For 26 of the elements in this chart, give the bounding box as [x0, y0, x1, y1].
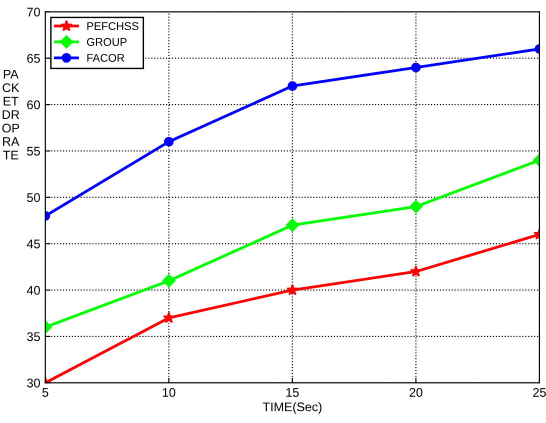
y-tick-label: 60 — [27, 100, 40, 110]
point — [286, 284, 298, 296]
y-tick-label: 30 — [27, 378, 40, 388]
y-axis-title: PA CK ET DR OP RA TE — [2, 70, 20, 160]
x-tick-label: 5 — [42, 388, 48, 397]
point — [164, 136, 174, 147]
legend-label: GROUP — [86, 38, 127, 46]
legend-label: PEFCHSS — [87, 22, 138, 30]
y-tick-label: 55 — [27, 146, 40, 156]
x-tick-label: 15 — [286, 388, 299, 397]
y-tick-label: 65 — [27, 54, 40, 63]
x-tick-label: 10 — [162, 388, 176, 397]
legend-label: FACOR — [87, 54, 124, 62]
y-tick-label: 45 — [26, 240, 40, 248]
point — [409, 200, 423, 214]
y-tick-label: 50 — [27, 193, 40, 202]
y-tick-label: 40 — [26, 286, 40, 295]
x-axis-title: TIME(Sec) — [262, 402, 322, 414]
point — [411, 62, 421, 72]
y-tick-label: 35 — [27, 332, 40, 342]
x-tick-label: 25 — [533, 388, 546, 397]
point — [162, 274, 176, 288]
point — [288, 81, 298, 91]
point — [286, 218, 299, 232]
x-tick-label: 20 — [410, 388, 422, 397]
y-tick-label: 70 — [27, 8, 40, 16]
